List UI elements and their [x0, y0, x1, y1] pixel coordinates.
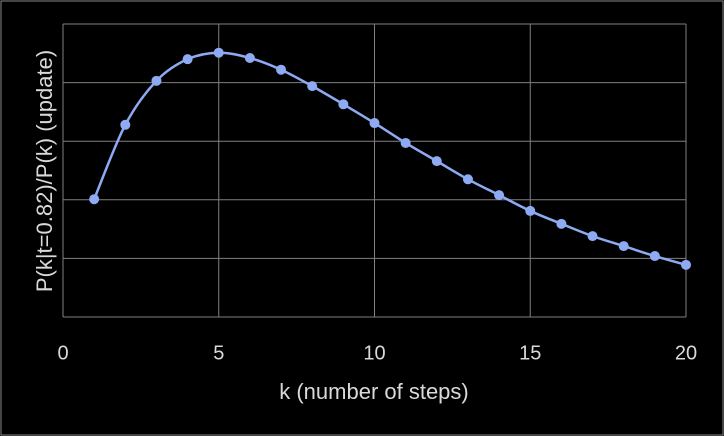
- point: [244, 52, 255, 63]
- point: [618, 241, 629, 252]
- point: [213, 47, 224, 58]
- point: [400, 137, 411, 148]
- point: [182, 54, 193, 65]
- point: [89, 194, 100, 205]
- point: [431, 156, 442, 167]
- point: [494, 190, 505, 201]
- point: [276, 64, 287, 75]
- point: [681, 259, 691, 270]
- y-axis-label: P(k|t=0.82)/P(k) (update): [32, 50, 57, 292]
- point: [556, 218, 567, 229]
- point: [649, 251, 660, 262]
- point: [462, 174, 473, 185]
- x-tick-label: 5: [213, 342, 224, 364]
- point: [338, 99, 349, 110]
- point: [525, 205, 536, 216]
- point: [120, 119, 131, 130]
- x-tick-label: 10: [363, 342, 385, 364]
- point: [587, 231, 598, 242]
- point: [369, 118, 380, 129]
- x-tick-label: 15: [519, 342, 541, 364]
- x-tick-label: 0: [57, 342, 68, 364]
- x-axis-label: k (number of steps): [279, 379, 469, 404]
- x-tick-label: 20: [675, 342, 697, 364]
- point: [307, 81, 318, 92]
- point: [151, 75, 162, 86]
